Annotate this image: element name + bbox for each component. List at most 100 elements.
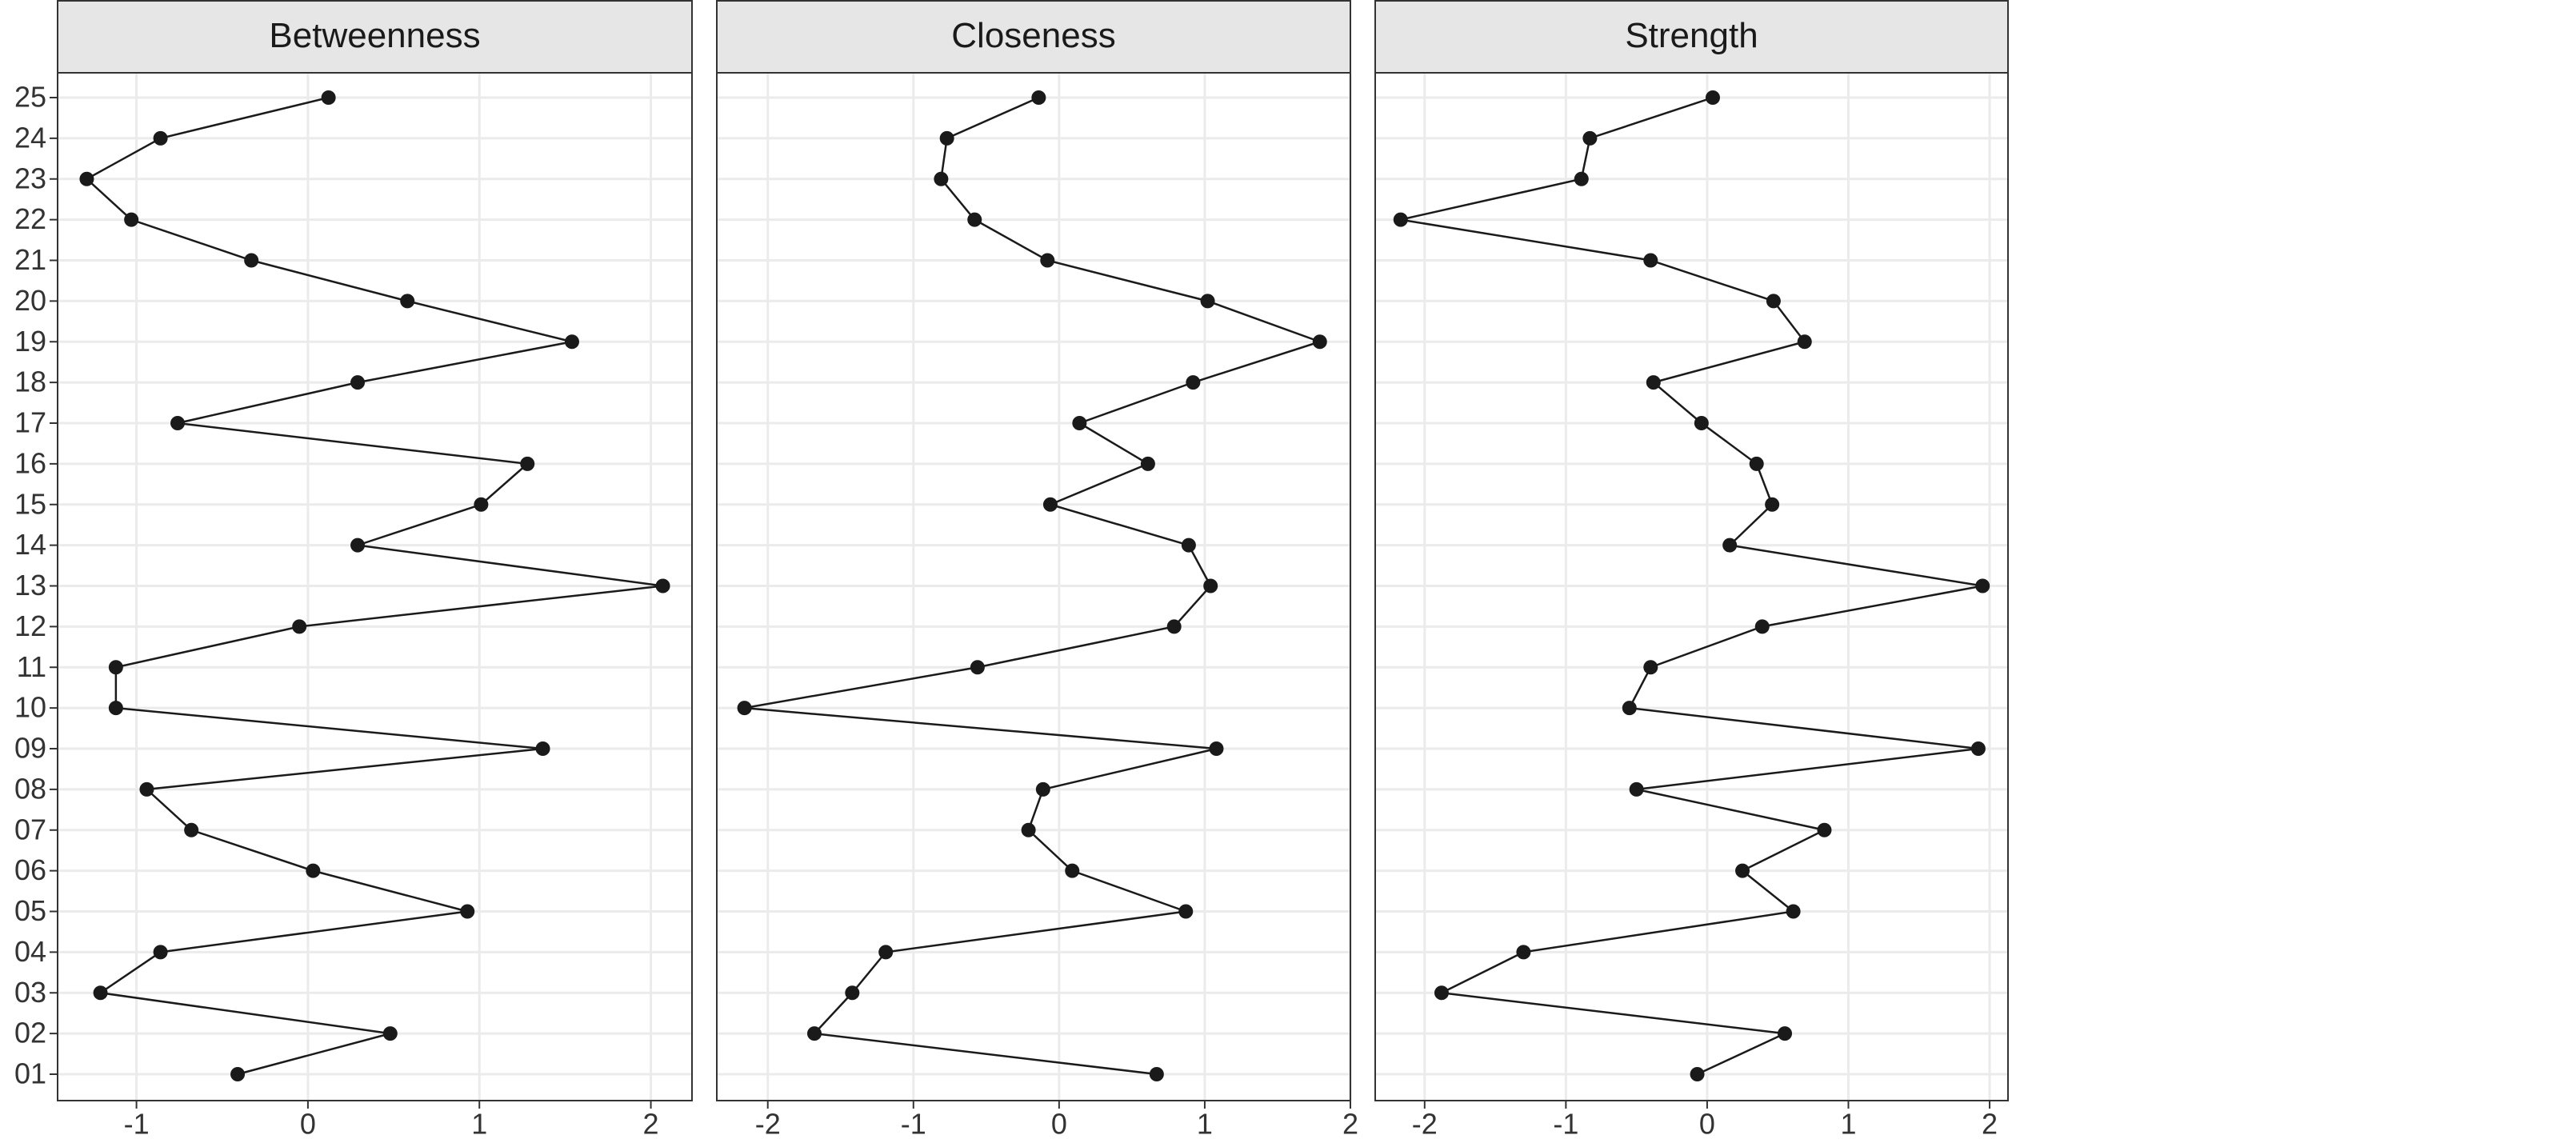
y-tick-label: 18 [14, 366, 46, 398]
point [1574, 171, 1589, 186]
point [1166, 619, 1182, 634]
y-tick-label: 17 [14, 406, 46, 439]
point [1178, 904, 1194, 919]
point [93, 985, 108, 1001]
x-tick-label: 0 [1699, 1108, 1715, 1141]
point [139, 781, 154, 797]
y-tick-label: 22 [14, 202, 46, 235]
point [1778, 1026, 1793, 1041]
point [1975, 578, 1990, 593]
point [1765, 497, 1780, 512]
point [79, 171, 94, 186]
point [124, 212, 139, 227]
strip-background [1374, 0, 2009, 74]
y-tick-label: 04 [14, 935, 46, 968]
y-tick-label: 10 [14, 691, 46, 724]
y-tick-label: 09 [14, 732, 46, 765]
y-tick-label: 03 [14, 976, 46, 1009]
point [1209, 741, 1224, 756]
point [1629, 781, 1644, 797]
point [153, 945, 168, 960]
panel-border [57, 72, 693, 1101]
point [1072, 416, 1087, 430]
point [1646, 375, 1661, 390]
y-tick-label: 12 [14, 609, 46, 642]
point [108, 701, 123, 716]
strip-label: Strength [1625, 16, 1758, 55]
point [1766, 294, 1781, 309]
point [737, 701, 752, 716]
strip-label: Closeness [951, 16, 1115, 55]
point [878, 945, 894, 960]
point [1749, 456, 1764, 471]
point [1754, 619, 1770, 634]
point [1434, 985, 1449, 1001]
point [520, 456, 535, 471]
point [1040, 253, 1055, 268]
point [292, 619, 307, 634]
panel-border [716, 72, 1351, 1101]
point [153, 130, 168, 146]
y-tick-label: 16 [14, 446, 46, 479]
x-tick-label: 2 [1982, 1108, 1998, 1141]
point [1181, 538, 1196, 553]
point [1735, 863, 1750, 878]
y-tick-label: 23 [14, 162, 46, 194]
y-tick-label: 25 [14, 81, 46, 114]
x-tick-label: 0 [300, 1108, 316, 1141]
x-tick-label: 0 [1051, 1108, 1067, 1141]
point [1042, 497, 1058, 512]
y-tick-label: 19 [14, 325, 46, 358]
point [1722, 538, 1738, 553]
point [1582, 130, 1598, 146]
y-tick-label: 07 [14, 813, 46, 845]
point [1200, 294, 1215, 309]
point [1786, 904, 1801, 919]
point [244, 253, 259, 268]
point [1312, 334, 1327, 350]
point [350, 538, 366, 553]
y-tick-label: 11 [17, 650, 46, 683]
point [1622, 701, 1637, 716]
point [934, 171, 949, 186]
x-tick-label: 1 [1840, 1108, 1856, 1141]
point [1140, 456, 1155, 471]
x-tick-label: 2 [1342, 1108, 1358, 1141]
point [535, 741, 550, 756]
x-tick-label: 1 [471, 1108, 487, 1141]
y-tick-label: 05 [14, 894, 46, 927]
point [564, 334, 579, 350]
point [1186, 375, 1201, 390]
x-tick-label: -2 [755, 1108, 781, 1141]
point [474, 497, 489, 512]
y-tick-label: 14 [14, 528, 46, 561]
point [1643, 253, 1658, 268]
strip-label: Betweenness [269, 16, 480, 55]
point [184, 822, 199, 837]
y-tick-label: 20 [14, 284, 46, 317]
point [1031, 90, 1046, 105]
y-tick-label: 08 [14, 772, 46, 805]
point [170, 416, 186, 430]
point [1970, 741, 1986, 756]
strip-background [57, 0, 693, 74]
y-tick-label: 06 [14, 853, 46, 886]
point [1203, 578, 1218, 593]
x-tick-label: -1 [901, 1108, 926, 1141]
point [230, 1067, 246, 1081]
point [1516, 945, 1531, 960]
point [939, 130, 954, 146]
x-tick-label: 2 [643, 1108, 659, 1141]
point [1694, 416, 1709, 430]
x-tick-label: 1 [1197, 1108, 1213, 1141]
point [1149, 1067, 1164, 1081]
point [655, 578, 670, 593]
y-tick-label: 01 [14, 1057, 46, 1090]
point [845, 985, 860, 1001]
y-tick-label: 21 [14, 243, 46, 276]
point [306, 863, 321, 878]
y-tick-label: 13 [14, 569, 46, 601]
x-tick-label: -2 [1412, 1108, 1438, 1141]
x-tick-label: -1 [1553, 1108, 1578, 1141]
x-tick-label: -1 [124, 1108, 150, 1141]
